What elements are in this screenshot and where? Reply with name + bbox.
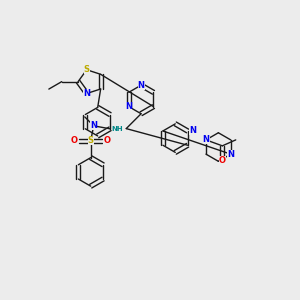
Text: N: N — [202, 135, 209, 144]
Text: O: O — [219, 156, 226, 165]
Text: O: O — [71, 136, 78, 145]
Text: N: N — [227, 150, 234, 159]
Text: NH: NH — [112, 126, 123, 132]
Text: S: S — [88, 136, 94, 145]
Text: N: N — [125, 102, 132, 111]
Text: N: N — [83, 89, 90, 98]
Text: N: N — [138, 81, 145, 90]
Text: S: S — [84, 65, 90, 74]
Text: O: O — [103, 136, 110, 145]
Text: N: N — [90, 121, 97, 130]
Text: N: N — [189, 127, 196, 136]
